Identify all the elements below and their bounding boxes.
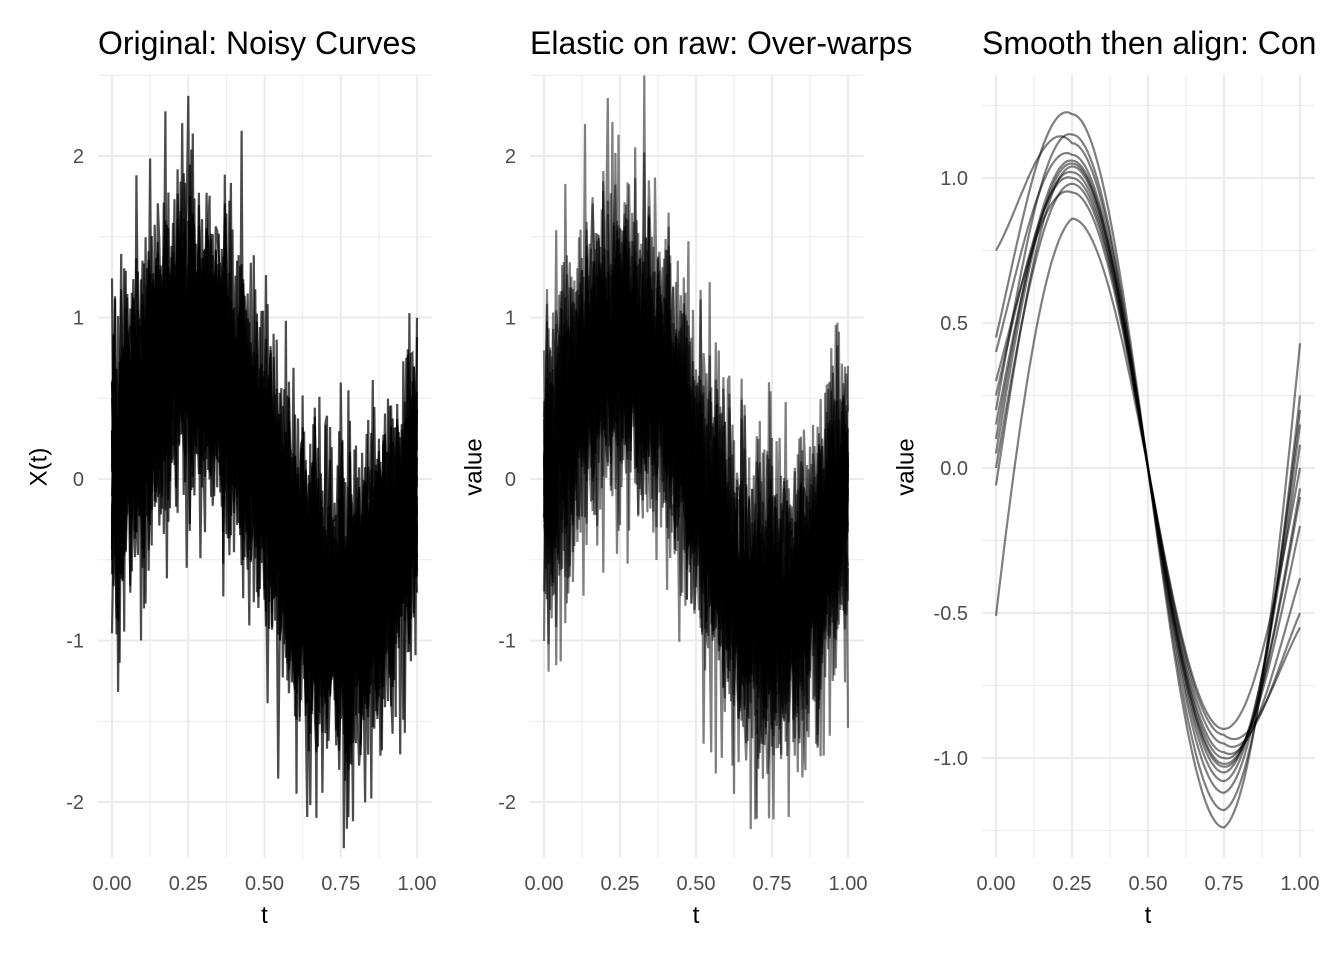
y-tick-label: -1	[66, 631, 84, 653]
y-axis-title: X(t)	[25, 448, 52, 487]
curve-line	[110, 182, 419, 763]
x-tick-label: 0.00	[525, 873, 564, 895]
x-tick-label: 1.00	[1281, 873, 1320, 895]
x-tick-label: 0.75	[753, 873, 792, 895]
panel-2: 0.00 0.25 0.50 0.75 1.00 -2 -1 0 1 2 t value Elastic…	[460, 25, 912, 929]
y-tick-label: 1	[505, 308, 516, 330]
y-tick-label: 0.5	[940, 313, 968, 335]
x-tick-label: 0.25	[1053, 873, 1092, 895]
panel-title: Smooth then align: Con	[982, 25, 1316, 61]
x-tick-label: 1.00	[398, 873, 437, 895]
x-tick-label: 0.25	[169, 873, 208, 895]
y-tick-label: -1.0	[934, 748, 968, 770]
curve-line	[542, 204, 850, 757]
y-axis-title: value	[460, 438, 487, 495]
y-tick-label: 2	[505, 146, 516, 168]
y-tick-label: 1.0	[940, 168, 968, 190]
series-group	[542, 75, 850, 830]
panel-3: 0.00 0.25 0.50 0.75 1.00 -1.0 -0.5 0.0 0.5 1.0 t va…	[892, 25, 1319, 929]
y-tick-label: -2	[498, 792, 516, 814]
y-tick-label: -2	[66, 792, 84, 814]
panel-1: 0.00 0.25 0.50 0.75 1.00 -2 -1 0 1 2 t X(t) Original…	[25, 25, 436, 929]
x-axis-title: t	[261, 902, 268, 929]
curve-line	[994, 190, 1302, 731]
series-group	[994, 111, 1302, 829]
y-tick-label: 0	[505, 469, 516, 491]
y-tick-label: -1	[498, 631, 516, 653]
x-tick-label: 0.25	[601, 873, 640, 895]
x-tick-label: 0.75	[321, 873, 360, 895]
x-tick-label: 0.50	[1129, 873, 1168, 895]
y-tick-label: 0.0	[940, 458, 968, 480]
x-tick-label: 0.50	[245, 873, 284, 895]
x-axis-title: t	[693, 902, 700, 929]
panel-title: Elastic on raw: Over-warps	[530, 25, 912, 61]
x-tick-label: 0.00	[93, 873, 132, 895]
curve-line	[542, 75, 850, 742]
y-tick-label: 2	[73, 146, 84, 168]
panel-title: Original: Noisy Curves	[98, 25, 416, 61]
series-group	[110, 95, 419, 849]
y-tick-label: 1	[73, 308, 84, 330]
x-tick-label: 1.00	[829, 873, 868, 895]
x-tick-label: 0.50	[677, 873, 716, 895]
x-tick-label: 0.00	[977, 873, 1016, 895]
y-tick-label: -0.5	[934, 603, 968, 625]
y-tick-label: 0	[73, 469, 84, 491]
y-axis-title: value	[892, 438, 919, 495]
x-axis-title: t	[1145, 902, 1152, 929]
x-tick-label: 0.75	[1205, 873, 1244, 895]
